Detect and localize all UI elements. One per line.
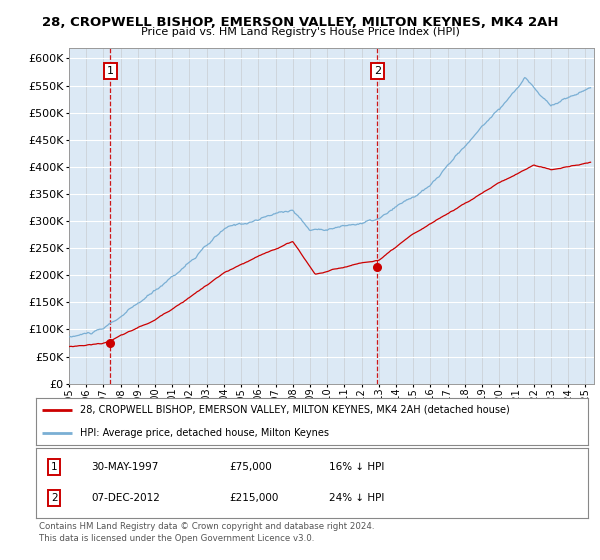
Text: HPI: Average price, detached house, Milton Keynes: HPI: Average price, detached house, Milt…	[80, 428, 329, 438]
Text: 1: 1	[51, 462, 58, 472]
Text: 30-MAY-1997: 30-MAY-1997	[91, 462, 158, 472]
Text: 28, CROPWELL BISHOP, EMERSON VALLEY, MILTON KEYNES, MK4 2AH: 28, CROPWELL BISHOP, EMERSON VALLEY, MIL…	[42, 16, 558, 29]
Text: This data is licensed under the Open Government Licence v3.0.: This data is licensed under the Open Gov…	[39, 534, 314, 543]
Text: £75,000: £75,000	[229, 462, 272, 472]
Text: 24% ↓ HPI: 24% ↓ HPI	[329, 493, 384, 503]
Text: 2: 2	[374, 66, 381, 76]
Text: 2: 2	[51, 493, 58, 503]
Text: £215,000: £215,000	[229, 493, 278, 503]
Text: 07-DEC-2012: 07-DEC-2012	[91, 493, 160, 503]
Text: Price paid vs. HM Land Registry's House Price Index (HPI): Price paid vs. HM Land Registry's House …	[140, 27, 460, 37]
Text: Contains HM Land Registry data © Crown copyright and database right 2024.: Contains HM Land Registry data © Crown c…	[39, 522, 374, 531]
Text: 28, CROPWELL BISHOP, EMERSON VALLEY, MILTON KEYNES, MK4 2AH (detached house): 28, CROPWELL BISHOP, EMERSON VALLEY, MIL…	[80, 405, 510, 415]
Text: 16% ↓ HPI: 16% ↓ HPI	[329, 462, 384, 472]
Text: 1: 1	[107, 66, 114, 76]
